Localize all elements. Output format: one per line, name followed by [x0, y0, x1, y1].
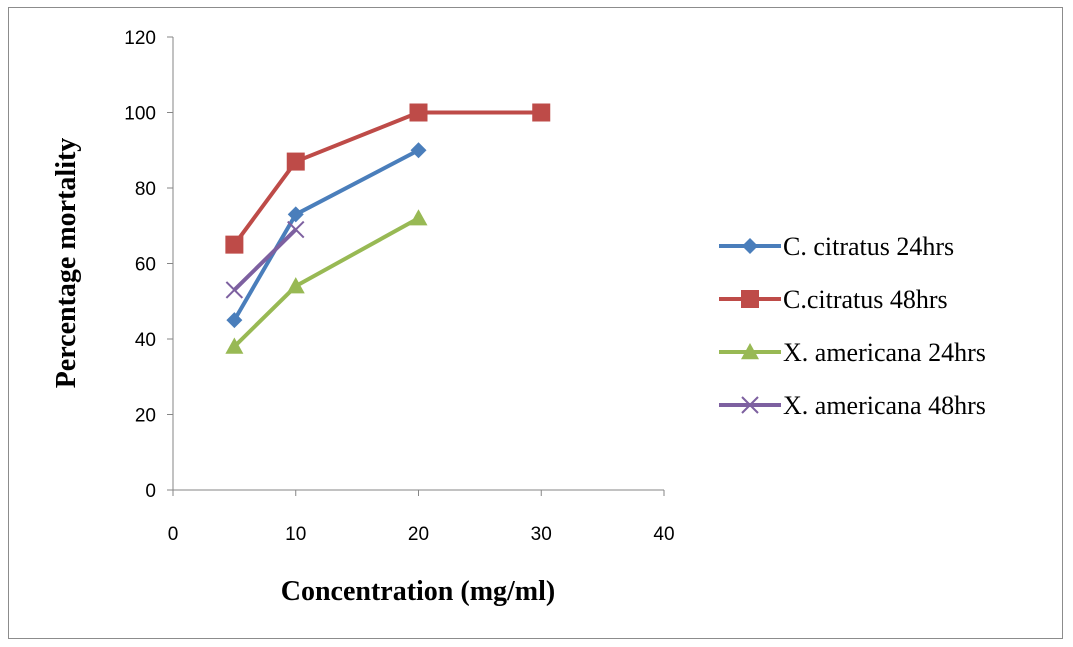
data-point [410, 104, 428, 122]
y-tick-label: 120 [124, 28, 156, 49]
y-tick-label: 40 [135, 330, 156, 351]
data-point [287, 153, 305, 171]
x-tick-label: 10 [285, 524, 306, 545]
ticks: 0 20 40 60 80 100 120 0 10 20 30 40 [124, 28, 674, 545]
data-point [411, 142, 427, 158]
data-point [226, 312, 242, 328]
legend-item: C. citratus 24hrs [719, 232, 954, 261]
series-line [234, 230, 295, 290]
y-tick-label: 80 [135, 179, 156, 200]
series-line [234, 113, 541, 245]
x-tick-label: 0 [168, 524, 179, 545]
line-chart: 0 20 40 60 80 100 120 0 10 20 30 40 Concentration (… [0, 0, 1073, 647]
legend-item: X. americana 24hrs [719, 338, 986, 367]
legend-label: C. citratus 24hrs [783, 232, 954, 261]
legend-swatch-marker [742, 238, 758, 254]
y-tick-label: 0 [145, 481, 156, 502]
data-point [410, 209, 428, 225]
data-point [287, 277, 305, 293]
x-tick-label: 20 [408, 524, 429, 545]
legend-item: C.citratus 48hrs [719, 285, 948, 314]
x-tick-label: 30 [531, 524, 552, 545]
legend-swatch-marker [741, 290, 759, 308]
data-point [288, 222, 304, 238]
data-point [225, 236, 243, 254]
x-axis-title: Concentration (mg/ml) [281, 576, 556, 607]
x-tick-label: 40 [653, 524, 674, 545]
legend-label: C.citratus 48hrs [783, 285, 948, 314]
y-tick-label: 60 [135, 255, 156, 276]
legend: C. citratus 24hrs C.citratus 48hrs X. amer… [719, 232, 986, 420]
y-axis-title: Percentage mortality [51, 138, 82, 389]
data-point [288, 206, 304, 222]
legend-label: X. americana 48hrs [783, 391, 986, 420]
legend-label: X. americana 24hrs [783, 338, 986, 367]
legend-item: X. americana 48hrs [719, 391, 986, 420]
series-layer [225, 104, 550, 354]
y-tick-label: 100 [124, 104, 156, 125]
data-point [226, 282, 242, 298]
y-tick-label: 20 [135, 406, 156, 427]
series-2 [225, 104, 550, 254]
data-point [532, 104, 550, 122]
series-line [234, 218, 418, 346]
series-1 [226, 142, 426, 328]
